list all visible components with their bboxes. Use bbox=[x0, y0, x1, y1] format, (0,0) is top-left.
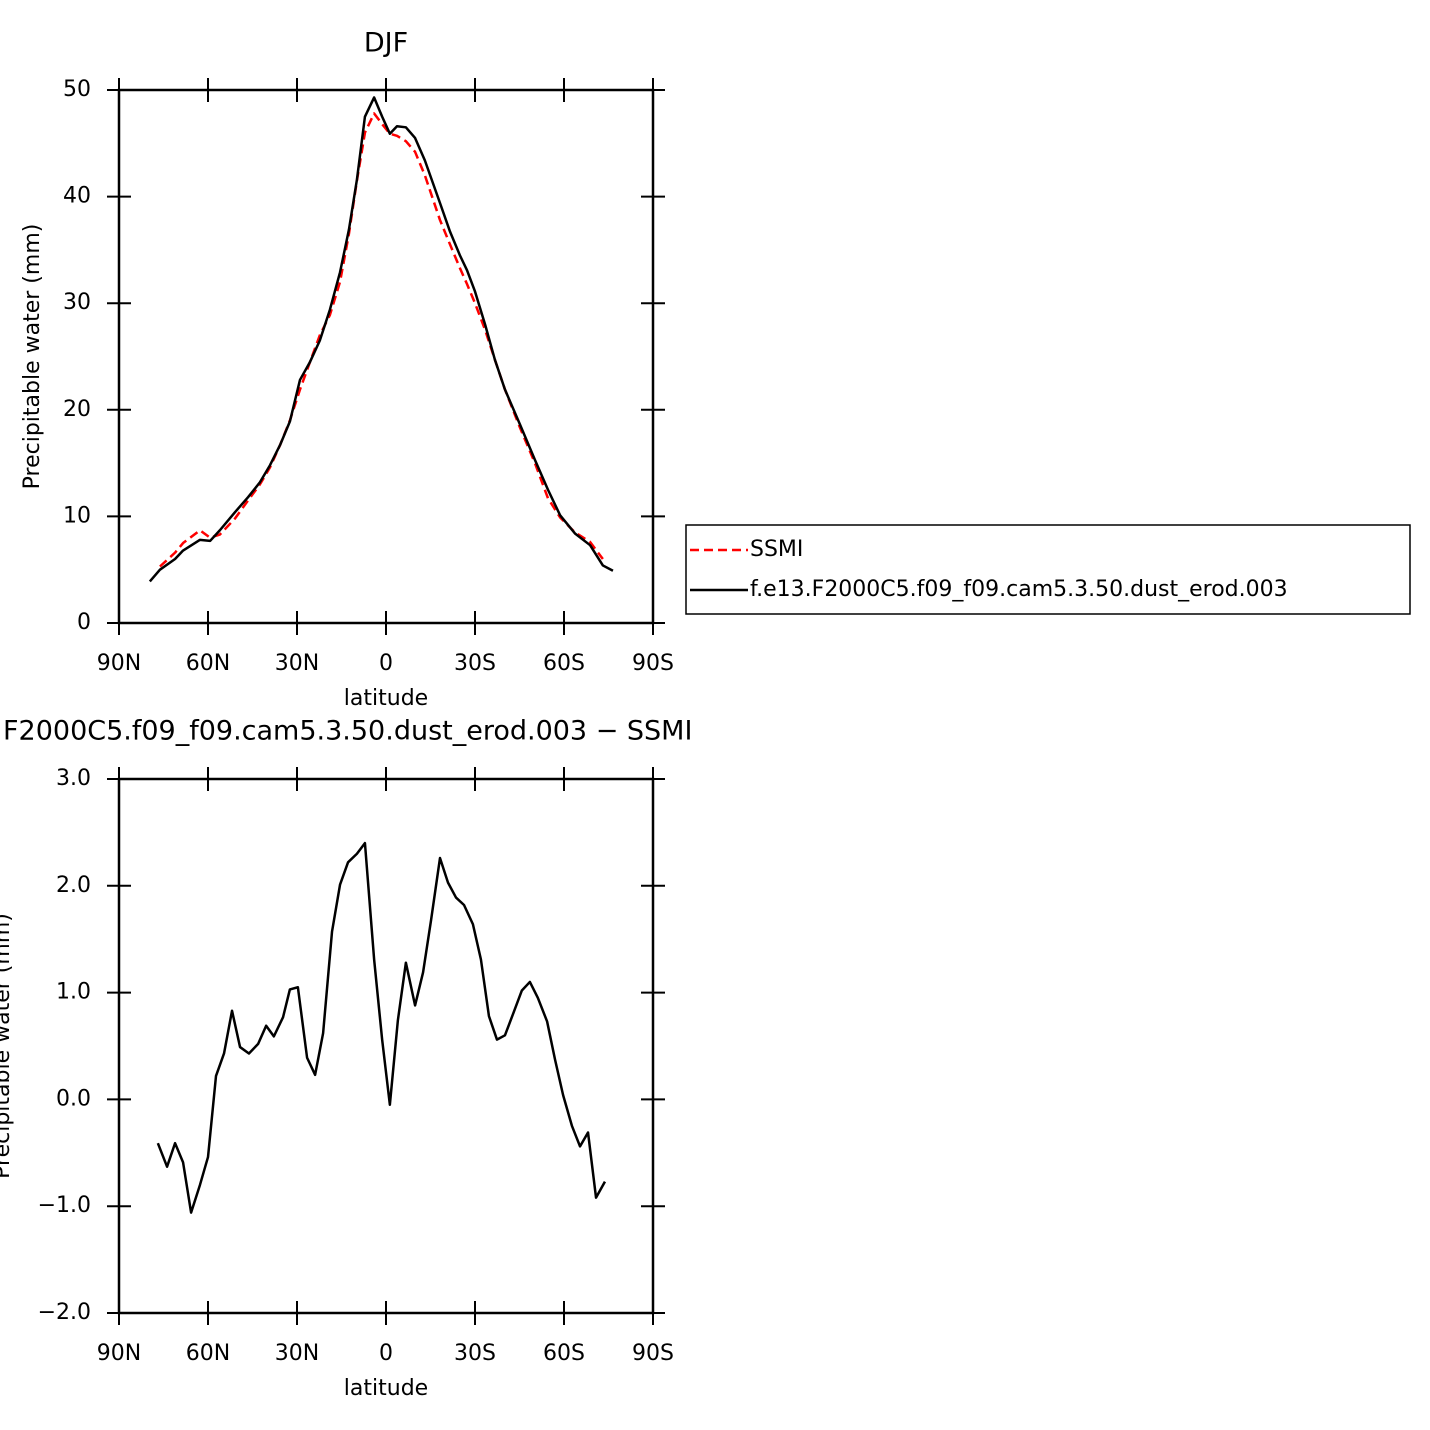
chart-title: DJF bbox=[364, 28, 408, 59]
y-tick-label: 50 bbox=[63, 77, 91, 102]
y-axis-label: Precipitable water (mm) bbox=[0, 913, 15, 1179]
x-tick-label: 30S bbox=[454, 1341, 496, 1366]
y-tick-label: 0.0 bbox=[56, 1086, 91, 1111]
x-tick-label: 90N bbox=[97, 651, 141, 676]
x-tick-label: 0 bbox=[379, 1341, 393, 1366]
y-tick-label: 3.0 bbox=[56, 766, 91, 791]
x-tick-label: 60N bbox=[186, 1341, 230, 1366]
plot-frame bbox=[117, 777, 655, 1315]
legend-label: f.e13.F2000C5.f09_f09.cam5.3.50.dust_ero… bbox=[750, 577, 1288, 602]
x-tick-label: 60N bbox=[186, 651, 230, 676]
chart-title: F2000C5.f09_f09.cam5.3.50.dust_erod.003 … bbox=[3, 716, 692, 747]
x-tick-label: 90N bbox=[97, 1341, 141, 1366]
x-tick-label: 30N bbox=[275, 651, 319, 676]
data-line bbox=[156, 841, 607, 1214]
x-tick-label: 30N bbox=[275, 1341, 319, 1366]
y-tick-label: 20 bbox=[63, 397, 91, 422]
y-tick-label: 2.0 bbox=[56, 873, 91, 898]
data-line bbox=[148, 96, 614, 583]
y-axis-label: Precipitable water (mm) bbox=[20, 224, 45, 490]
x-tick-label: 30S bbox=[454, 651, 496, 676]
x-tick-label: 60S bbox=[543, 1341, 585, 1366]
x-tick-label: 60S bbox=[543, 651, 585, 676]
data-line bbox=[159, 112, 604, 568]
y-tick-label: −1.0 bbox=[38, 1193, 91, 1218]
x-tick-label: 90S bbox=[632, 651, 674, 676]
legend-box bbox=[685, 524, 1411, 615]
x-axis-label: latitude bbox=[344, 1376, 428, 1401]
y-tick-label: 0 bbox=[77, 610, 91, 635]
plot-frame bbox=[117, 88, 655, 625]
y-tick-label: 40 bbox=[63, 184, 91, 209]
y-tick-label: 1.0 bbox=[56, 980, 91, 1005]
x-tick-label: 0 bbox=[379, 651, 393, 676]
y-tick-label: 30 bbox=[63, 290, 91, 315]
x-axis-label: latitude bbox=[344, 686, 428, 711]
y-tick-label: 10 bbox=[63, 503, 91, 528]
x-tick-label: 90S bbox=[632, 1341, 674, 1366]
y-tick-label: −2.0 bbox=[38, 1300, 91, 1325]
legend-label: SSMI bbox=[750, 537, 803, 562]
